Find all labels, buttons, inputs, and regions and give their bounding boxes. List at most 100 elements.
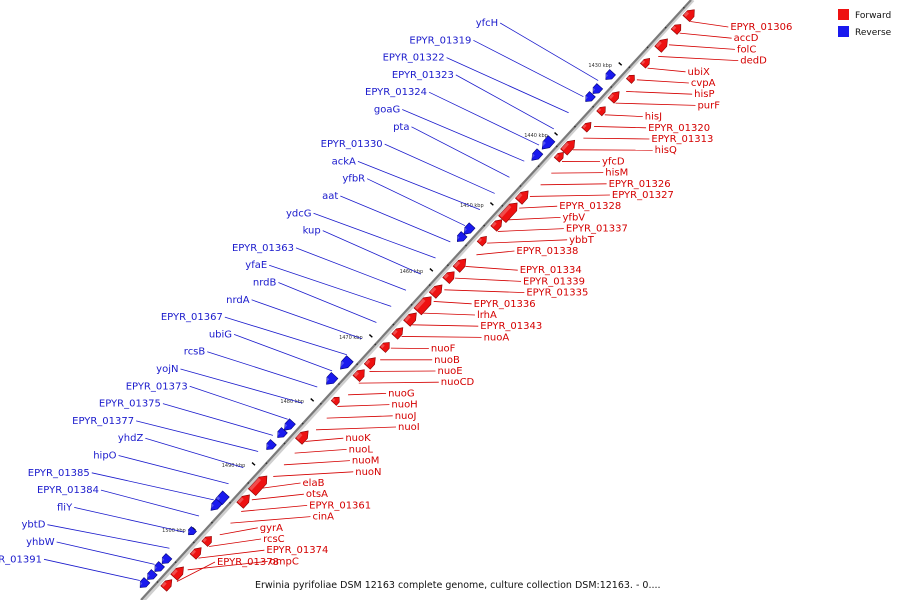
gene-body	[463, 222, 476, 235]
gene-label: nuoA	[484, 332, 510, 343]
gene-shade	[491, 221, 497, 227]
gene-arrow	[323, 372, 339, 385]
gene-shade	[455, 235, 460, 241]
gene-label: cinA	[312, 512, 334, 523]
gene-arrow	[330, 396, 340, 406]
gene-body	[553, 152, 564, 163]
gene-arrow	[670, 24, 682, 35]
gene-arrow	[282, 418, 296, 431]
gene-label: nuoL	[349, 444, 374, 455]
leader-line	[658, 56, 739, 61]
leader-line	[162, 403, 274, 436]
gene-label: yfbV	[563, 212, 586, 223]
leader-line	[358, 381, 439, 384]
gene-label: yfaE	[245, 260, 267, 271]
leader-line	[207, 351, 318, 388]
minor-tick	[265, 462, 268, 465]
gene-body	[514, 190, 529, 205]
gene-shade	[137, 581, 143, 587]
gene-label: EPYR_01343	[480, 321, 542, 332]
gene-arrow	[639, 58, 651, 69]
gene-body	[605, 69, 616, 80]
gene-body	[294, 430, 309, 445]
gene-arrow	[352, 369, 365, 382]
gene-arrow	[413, 296, 432, 316]
leader-line	[230, 516, 311, 524]
gene-arrow	[363, 357, 376, 370]
gene-shade	[414, 298, 426, 310]
minor-tick	[211, 521, 213, 524]
legend: Forward Reverse	[838, 9, 892, 38]
gene-body	[639, 58, 651, 69]
gene-label: EPYR_01375	[99, 399, 161, 410]
leader-line	[251, 493, 304, 501]
gene-arrow	[391, 327, 404, 340]
gene-label: EPYR_01336	[474, 299, 536, 310]
minor-tick	[610, 86, 613, 88]
leader-line	[519, 205, 558, 209]
genome-caption: Erwinia pyrifoliae DSM 12163 complete ge…	[255, 580, 661, 591]
legend-forward-swatch	[838, 9, 849, 20]
leader-line	[187, 561, 268, 571]
gene-shade	[190, 549, 196, 555]
gene-label: EPYR_01334	[520, 265, 582, 276]
gene-shade	[282, 423, 288, 429]
major-tick	[618, 62, 623, 66]
tick-label: 1470 kbp	[339, 335, 363, 341]
gene-body	[585, 91, 596, 102]
leader-line	[100, 489, 200, 517]
gene-label: nuoB	[434, 355, 460, 366]
gene-arrow	[539, 135, 556, 150]
leader-line	[594, 126, 647, 129]
gene-body	[201, 536, 212, 547]
minor-tick	[283, 442, 286, 445]
minor-tick	[501, 205, 504, 207]
gene-arrow	[583, 91, 596, 102]
gene-arrow	[337, 355, 354, 370]
gene-arrow	[152, 561, 165, 572]
leader-line	[278, 282, 377, 323]
gene-body	[277, 427, 288, 438]
leader-line	[233, 334, 333, 372]
gene-body	[607, 91, 620, 104]
leader-line	[446, 57, 569, 114]
gene-label: yfcH	[476, 18, 498, 29]
gene-label: rcsC	[263, 534, 285, 545]
gene-shade	[145, 573, 150, 579]
gene-body	[670, 24, 682, 35]
leader-line	[411, 126, 510, 178]
gene-label: cvpA	[691, 78, 716, 89]
gene-arrow	[186, 526, 197, 536]
gene-label: EPYR_01384	[37, 485, 99, 496]
leader-line	[198, 549, 265, 559]
gene-body	[139, 577, 151, 588]
gene-arrow	[236, 494, 250, 509]
gene-label: EPYR_01327	[612, 190, 674, 201]
gene-shade	[404, 315, 411, 322]
leader-line	[43, 558, 140, 581]
gene-label: EPYR_01367	[161, 312, 223, 323]
minor-tick	[683, 6, 685, 9]
gene-shade	[353, 371, 360, 377]
gene-body	[452, 258, 467, 273]
leader-line	[74, 507, 185, 533]
gene-shade	[202, 537, 207, 543]
major-tick	[368, 334, 373, 338]
gene-shade	[671, 25, 677, 31]
gene-label: nuoF	[431, 344, 456, 355]
gene-label: yfbR	[342, 174, 365, 185]
minor-tick	[247, 482, 250, 484]
tick-label: 1500 kbp	[162, 528, 186, 534]
gene-shade	[683, 11, 690, 17]
gene-arrow	[498, 202, 518, 223]
gene-label: fliY	[57, 502, 73, 513]
gene-shade	[655, 41, 662, 48]
gene-label: ompC	[270, 556, 299, 567]
major-tick	[429, 268, 434, 272]
gene-arrow	[379, 342, 390, 353]
gene-label: EPYR_01326	[609, 179, 671, 190]
leader-line	[508, 217, 561, 221]
tick-label: 1480 kbp	[280, 399, 304, 405]
gene-body	[403, 312, 417, 327]
